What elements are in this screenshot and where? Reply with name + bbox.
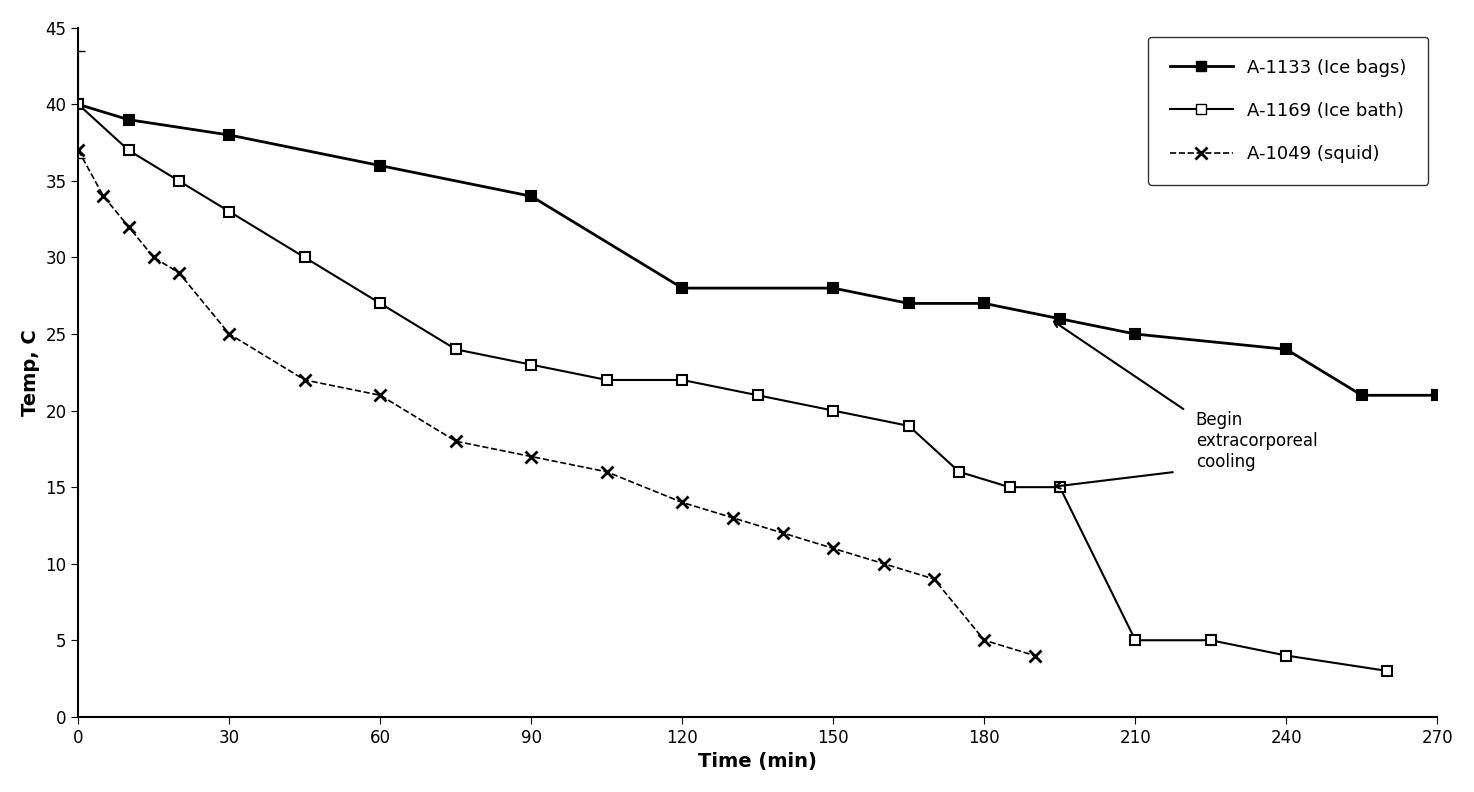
A-1169 (Ice bath) xyxy=(951,467,968,477)
A-1133 (Ice bags) xyxy=(1051,314,1069,323)
Legend: A-1133 (Ice bags), A-1169 (Ice bath), A-1049 (squid): A-1133 (Ice bags), A-1169 (Ice bath), A-… xyxy=(1148,37,1428,185)
Text: Begin
extracorporeal
cooling: Begin extracorporeal cooling xyxy=(1195,411,1318,471)
A-1133 (Ice bags) xyxy=(976,299,993,308)
X-axis label: Time (min): Time (min) xyxy=(699,752,817,771)
A-1049 (squid) xyxy=(926,574,943,584)
A-1169 (Ice bath) xyxy=(170,176,187,185)
A-1133 (Ice bags) xyxy=(901,299,918,308)
Line: A-1049 (squid): A-1049 (squid) xyxy=(72,145,1041,661)
A-1133 (Ice bags) xyxy=(1428,390,1446,400)
A-1169 (Ice bath) xyxy=(1001,482,1019,492)
A-1169 (Ice bath) xyxy=(1051,482,1069,492)
A-1049 (squid) xyxy=(170,268,187,277)
A-1133 (Ice bags) xyxy=(824,284,842,293)
A-1169 (Ice bath) xyxy=(674,375,691,385)
A-1169 (Ice bath) xyxy=(901,421,918,431)
Y-axis label: Temp, C: Temp, C xyxy=(21,329,40,416)
A-1049 (squid) xyxy=(522,451,539,461)
A-1169 (Ice bath) xyxy=(296,253,314,262)
A-1049 (squid) xyxy=(69,146,87,155)
A-1169 (Ice bath) xyxy=(1278,651,1296,661)
A-1049 (squid) xyxy=(119,222,137,231)
A-1169 (Ice bath) xyxy=(1201,635,1219,645)
A-1049 (squid) xyxy=(371,390,389,400)
A-1169 (Ice bath) xyxy=(69,100,87,109)
A-1169 (Ice bath) xyxy=(598,375,616,385)
A-1049 (squid) xyxy=(976,635,993,645)
A-1169 (Ice bath) xyxy=(749,390,766,400)
A-1049 (squid) xyxy=(724,513,741,523)
A-1049 (squid) xyxy=(598,467,616,477)
A-1169 (Ice bath) xyxy=(1126,635,1144,645)
A-1133 (Ice bags) xyxy=(69,100,87,109)
A-1049 (squid) xyxy=(674,497,691,507)
A-1169 (Ice bath) xyxy=(447,345,464,354)
A-1169 (Ice bath) xyxy=(522,360,539,369)
A-1133 (Ice bags) xyxy=(221,130,239,139)
A-1049 (squid) xyxy=(824,543,842,553)
A-1049 (squid) xyxy=(876,559,893,569)
A-1133 (Ice bags) xyxy=(1353,390,1371,400)
A-1133 (Ice bags) xyxy=(1278,345,1296,354)
A-1049 (squid) xyxy=(774,528,792,538)
A-1133 (Ice bags) xyxy=(674,284,691,293)
A-1169 (Ice bath) xyxy=(221,207,239,216)
A-1133 (Ice bags) xyxy=(522,192,539,201)
A-1169 (Ice bath) xyxy=(824,406,842,415)
A-1049 (squid) xyxy=(296,375,314,385)
A-1049 (squid) xyxy=(221,329,239,339)
A-1049 (squid) xyxy=(447,436,464,446)
A-1049 (squid) xyxy=(144,253,162,262)
Line: A-1169 (Ice bath): A-1169 (Ice bath) xyxy=(74,100,1391,676)
A-1169 (Ice bath) xyxy=(371,299,389,308)
A-1049 (squid) xyxy=(94,192,112,201)
A-1133 (Ice bags) xyxy=(371,161,389,170)
A-1049 (squid) xyxy=(1026,651,1044,661)
A-1133 (Ice bags) xyxy=(119,115,137,124)
A-1133 (Ice bags) xyxy=(1126,329,1144,339)
Line: A-1133 (Ice bags): A-1133 (Ice bags) xyxy=(74,100,1442,400)
A-1169 (Ice bath) xyxy=(119,146,137,155)
A-1169 (Ice bath) xyxy=(1378,666,1396,676)
